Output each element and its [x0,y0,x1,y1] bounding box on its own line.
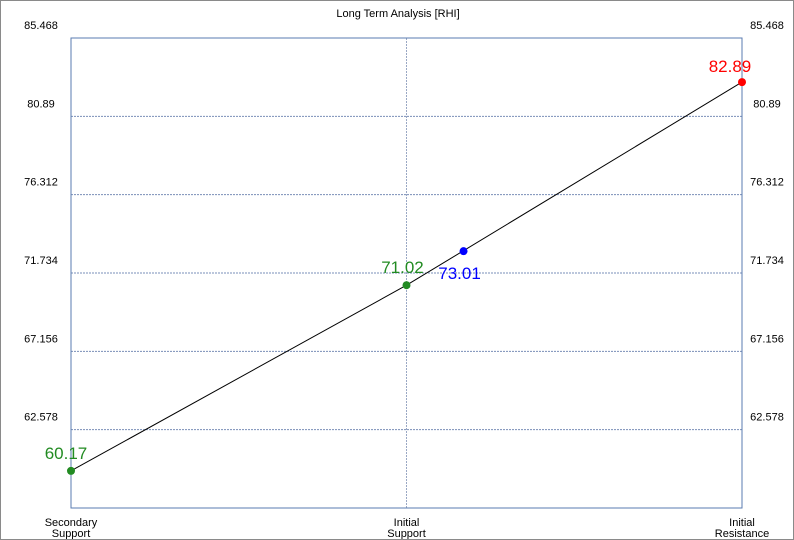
y-tick-label-left: 62.578 [24,412,58,424]
x-tick-label: Initial Resistance [715,517,769,540]
y-tick-label-right: 76.312 [750,177,784,189]
plot-area-border [70,37,743,509]
data-point-marker [738,78,746,87]
y-axis-right: 85.468 80.89 76.312 71.734 67.156 62.578 [750,20,784,424]
data-label: 60.17 [45,444,88,463]
x-tick-label-line: Support [387,528,426,540]
y-tick-label-left: 67.156 [24,333,58,345]
x-tick-label-line: Support [52,528,91,540]
y-axis-left: 85.468 80.89 76.312 71.734 67.156 62.578 [24,20,58,424]
y-tick-label-right: 67.156 [750,333,784,345]
y-tick-label-right: 71.734 [750,255,784,267]
data-label: 73.01 [438,264,481,283]
chart-title: Long Term Analysis [RHI] [336,8,459,20]
grid-lines [71,38,742,508]
y-tick-label-left: 71.734 [24,255,58,267]
data-label: 82.89 [709,57,752,76]
x-tick-label: Initial Support [387,517,426,540]
data-label: 71.02 [381,258,424,277]
y-tick-label-left: 85.468 [24,20,58,32]
data-point-marker [67,466,75,475]
y-tick-label-right: 85.468 [750,20,784,32]
y-tick-label-left: 76.312 [24,177,58,189]
data-point-marker [459,247,468,256]
x-tick-label-line: Resistance [715,528,769,540]
y-tick-label-right: 80.89 [753,98,781,110]
y-tick-label-right: 62.578 [750,412,784,424]
data-points [67,78,746,475]
x-tick-label-line: Initial [394,517,420,529]
x-tick-label-line: Secondary [45,517,98,529]
x-tick-label-line: Initial [729,517,755,529]
data-point-marker [402,281,411,290]
data-labels: 60.17 71.02 73.01 82.89 [45,57,752,463]
x-tick-label: Secondary Support [45,517,98,540]
y-tick-label-left: 80.89 [27,98,55,110]
